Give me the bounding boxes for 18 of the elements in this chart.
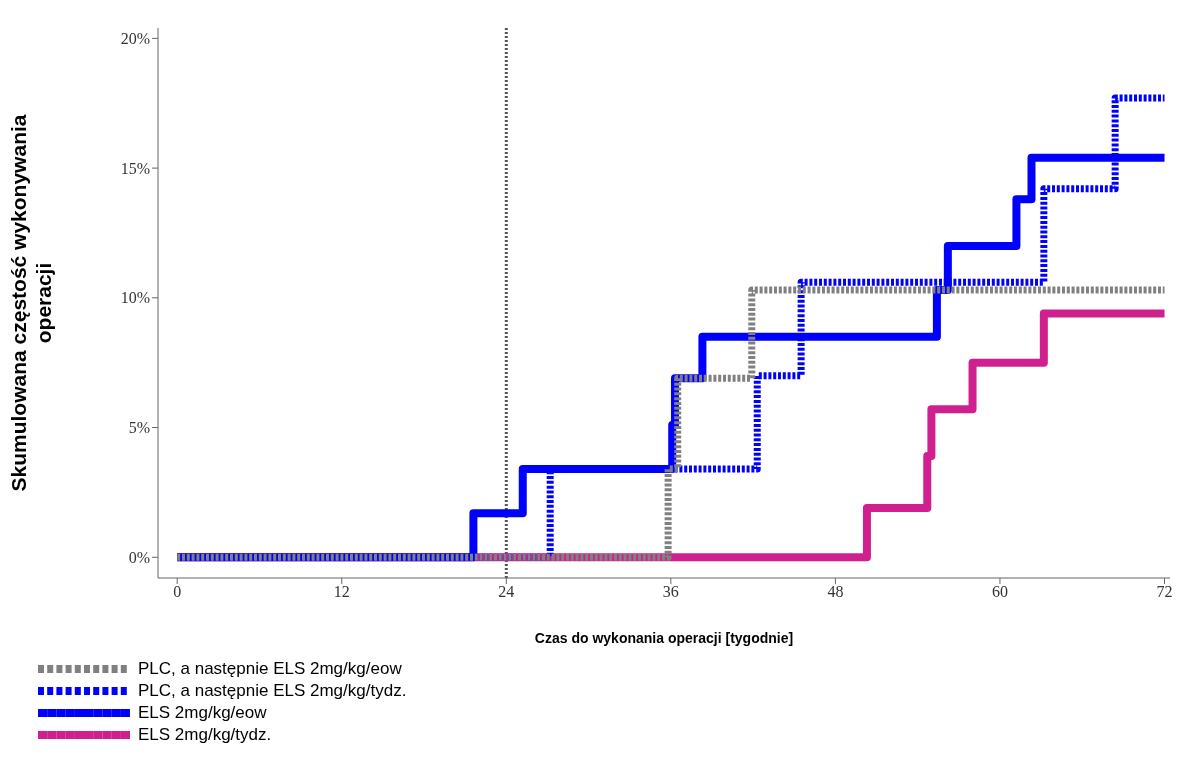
y-tick-label: 20% — [120, 30, 150, 48]
x-tick-label: 0 — [173, 583, 182, 601]
legend-label: ELS 2mg/kg/eow — [138, 703, 267, 723]
y-tick-label: 0% — [128, 548, 150, 566]
x-tick-label: 72 — [1156, 583, 1173, 601]
legend-label: PLC, a następnie ELS 2mg/kg/tydz. — [138, 681, 407, 701]
y-tick-label: 5% — [128, 419, 150, 437]
x-tick-label: 48 — [827, 583, 844, 601]
legend-label: ELS 2mg/kg/tydz. — [138, 725, 272, 745]
legend-label: PLC, a następnie ELS 2mg/kg/eow — [138, 659, 402, 679]
y-tick-label: 10% — [120, 289, 150, 307]
x-tick-label: 24 — [498, 583, 515, 601]
x-tick-label: 36 — [662, 583, 679, 601]
x-tick-label: 12 — [333, 583, 350, 601]
x-tick-label: 60 — [991, 583, 1008, 601]
y-tick-label: 15% — [120, 159, 150, 177]
x-axis-title: Czas do wykonania operacji [tygodnie] — [534, 630, 794, 646]
y-axis-title: Skumulowana częstość wykonywania operacji — [7, 114, 55, 492]
